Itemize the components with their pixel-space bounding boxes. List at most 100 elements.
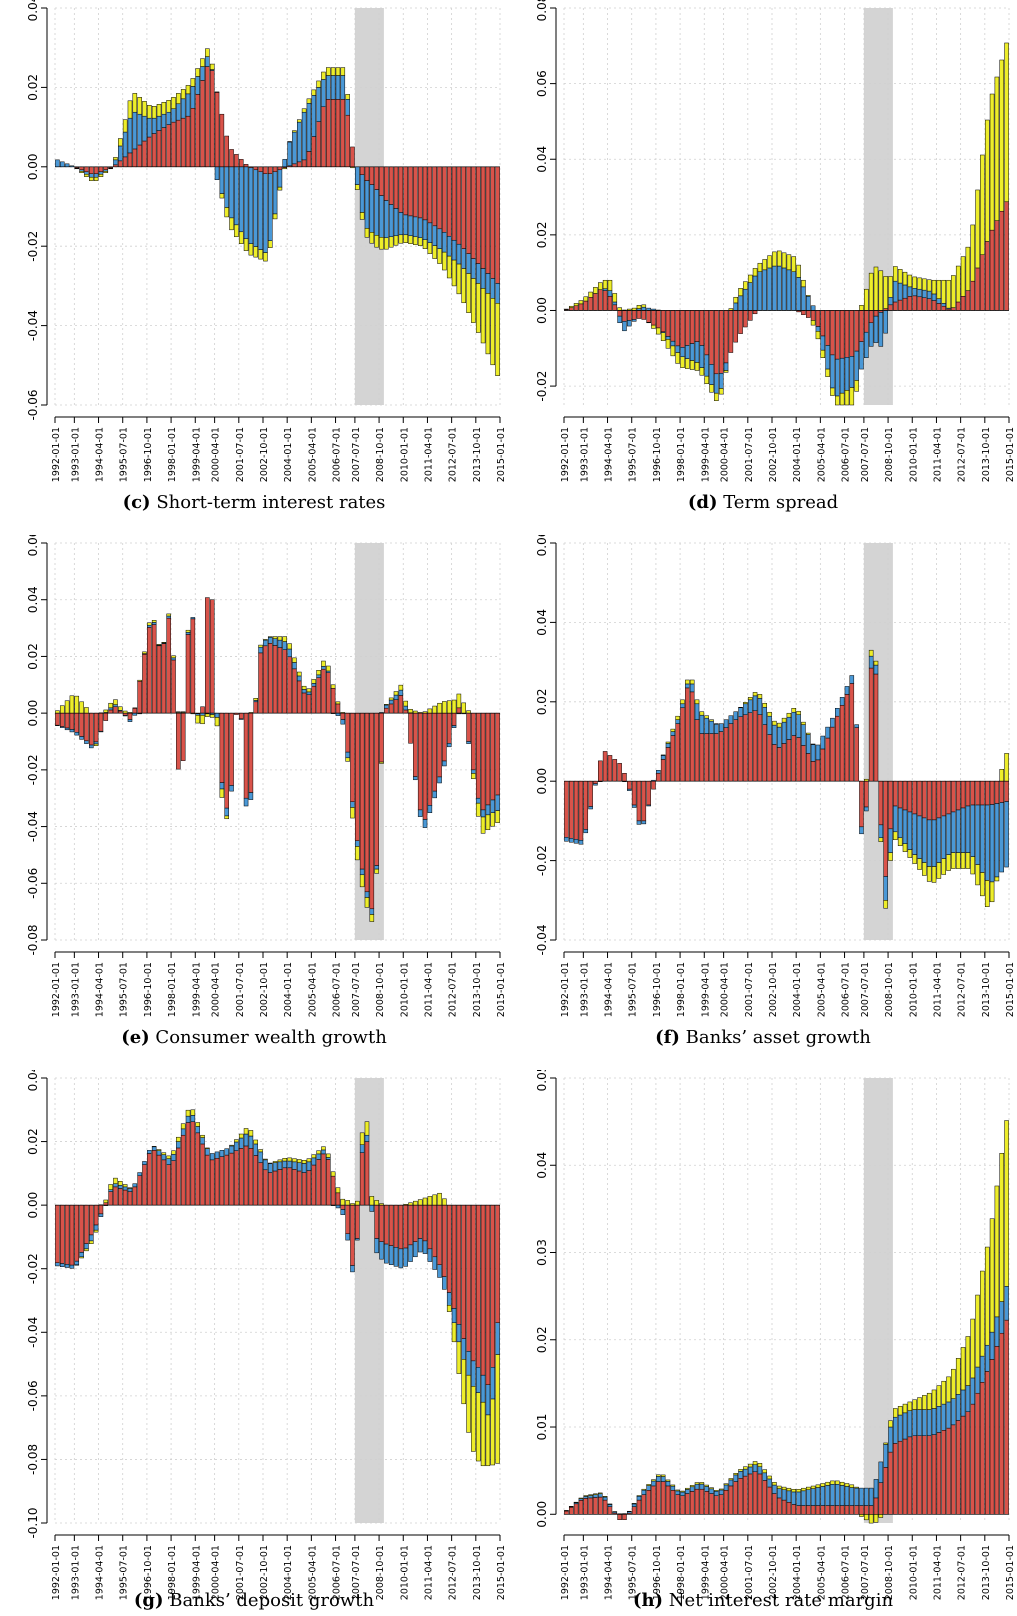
bar-red [839, 705, 845, 782]
bar-blue [214, 166, 220, 180]
bar-blue [113, 704, 118, 708]
bar-red [980, 780, 985, 806]
bar-red [767, 734, 772, 782]
bar-yellow [912, 854, 917, 864]
bar-yellow [461, 702, 466, 714]
bar-yellow [689, 679, 695, 685]
bar-blue [685, 683, 690, 689]
bar-yellow [301, 1159, 307, 1164]
bar-yellow [864, 1514, 869, 1521]
bar-red [142, 140, 147, 168]
bar-blue [127, 719, 133, 722]
y-tick-label: 0.08 [535, 0, 549, 21]
bar-blue [442, 1276, 447, 1290]
bar-blue [446, 743, 452, 748]
bar-red [951, 1424, 956, 1515]
bar-blue [912, 288, 917, 297]
bar-blue [258, 171, 263, 250]
bar-yellow [825, 1481, 830, 1486]
bar-blue [897, 282, 903, 301]
x-tick-label: 1994-04-01 [604, 962, 615, 1017]
bar-blue [651, 1480, 656, 1487]
bar-red [989, 1359, 995, 1515]
bar-red [825, 310, 830, 346]
bar-red [631, 1506, 637, 1515]
caption-letter-h: (h) [632, 1590, 664, 1611]
x-tick-label: 2001-07-01 [235, 962, 246, 1017]
bar-yellow [675, 1489, 680, 1492]
bar-blue [132, 1183, 138, 1188]
x-tick-label: 1992-01-01 [51, 962, 62, 1017]
bar-yellow [214, 91, 220, 93]
bar-red [723, 727, 729, 782]
bar-yellow [200, 1134, 205, 1138]
bar-yellow [74, 168, 80, 170]
bar-blue [495, 283, 500, 304]
bar-red [398, 166, 404, 213]
bar-red [485, 166, 491, 274]
bar-blue [999, 1301, 1005, 1334]
bar-blue [195, 76, 200, 95]
bar-yellow [941, 1380, 946, 1405]
bar-red [646, 780, 651, 806]
bar-blue [326, 1157, 331, 1160]
bar-yellow [74, 695, 80, 714]
bar-red [446, 712, 452, 744]
y-tick-label: 0.06 [26, 535, 40, 556]
bar-blue [893, 280, 898, 303]
bar-red [568, 780, 574, 839]
bar-blue [888, 828, 893, 853]
bar-yellow [907, 1401, 913, 1411]
bar-yellow [388, 236, 394, 248]
bar-red [588, 1497, 593, 1515]
bar-yellow [617, 307, 622, 311]
x-tick-label: 2006-07-01 [841, 427, 852, 482]
bar-red [355, 712, 360, 841]
bar-blue [384, 1243, 389, 1264]
bar-blue [311, 1157, 317, 1166]
bar-red [689, 310, 695, 344]
bar-red [709, 310, 714, 365]
bar-red [369, 166, 375, 185]
bar-red [675, 723, 680, 782]
bar-red [219, 1156, 225, 1206]
bar-red [680, 310, 685, 348]
bar-blue [810, 1488, 816, 1506]
bar-yellow [408, 235, 413, 244]
bar-red [965, 780, 971, 807]
bar-yellow [670, 728, 676, 732]
x-tick-label: 2006-07-01 [841, 962, 852, 1017]
bar-blue [907, 1410, 913, 1438]
bar-blue [660, 1476, 666, 1482]
x-tick-label: 2013-10-01 [981, 1545, 992, 1600]
bar-yellow [340, 67, 346, 76]
bar-red [752, 310, 758, 315]
bar-yellow [660, 754, 666, 756]
x-tick-label: 2013-10-01 [981, 962, 992, 1017]
bar-yellow [340, 1198, 346, 1206]
bar-red [617, 310, 622, 317]
bar-blue [282, 1160, 288, 1169]
bar-blue [801, 286, 806, 311]
bar-red [718, 310, 724, 374]
bar-blue [229, 166, 234, 219]
bar-red [205, 1154, 210, 1206]
bar-yellow [946, 279, 951, 309]
x-tick-label: 1992-01-01 [560, 1545, 571, 1600]
bar-red [456, 166, 462, 245]
bar-yellow [413, 710, 418, 714]
bar-red [651, 310, 656, 326]
bar-blue [89, 1234, 94, 1242]
bar-blue [820, 335, 826, 351]
bar-red [685, 1493, 690, 1515]
bar-red [350, 1204, 355, 1266]
bar-yellow [442, 251, 447, 271]
bar-yellow [272, 213, 278, 220]
bar-blue [403, 1247, 408, 1267]
bar-blue [743, 288, 748, 311]
bar-blue [917, 815, 922, 859]
bar-yellow [427, 1196, 433, 1206]
bar-yellow [200, 58, 205, 67]
bar-red [873, 673, 879, 782]
y-tick-label: -0.04 [535, 924, 549, 955]
